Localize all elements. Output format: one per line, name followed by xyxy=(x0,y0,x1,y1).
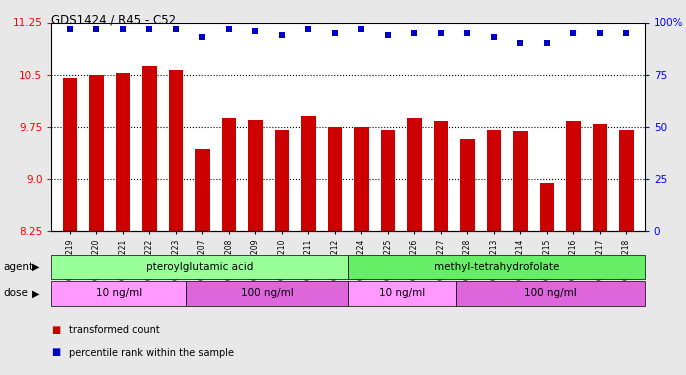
Text: 100 ng/ml: 100 ng/ml xyxy=(524,288,577,298)
Point xyxy=(541,40,552,46)
Point xyxy=(276,32,287,38)
Bar xyxy=(222,118,236,375)
Point xyxy=(462,30,473,36)
Bar xyxy=(62,78,78,375)
Bar xyxy=(566,121,580,375)
Bar xyxy=(619,130,634,375)
Point xyxy=(356,26,367,32)
Text: 10 ng/ml: 10 ng/ml xyxy=(379,288,425,298)
Text: ■: ■ xyxy=(51,325,60,335)
Point xyxy=(488,34,499,40)
Bar xyxy=(274,130,289,375)
Bar xyxy=(540,183,554,375)
Text: pteroylglutamic acid: pteroylglutamic acid xyxy=(146,262,254,272)
Text: transformed count: transformed count xyxy=(69,325,159,335)
Bar xyxy=(593,124,607,375)
Bar xyxy=(381,130,395,375)
Bar xyxy=(169,70,183,375)
Bar xyxy=(460,139,475,375)
Bar xyxy=(301,116,316,375)
Point xyxy=(515,40,526,46)
Text: 100 ng/ml: 100 ng/ml xyxy=(241,288,294,298)
Point xyxy=(91,26,102,32)
Bar xyxy=(116,73,130,375)
Point xyxy=(594,30,605,36)
Point xyxy=(329,30,340,36)
Point xyxy=(303,26,314,32)
Bar xyxy=(142,66,156,375)
Text: ▶: ▶ xyxy=(32,288,39,298)
Point xyxy=(144,26,155,32)
Point xyxy=(621,30,632,36)
Text: methyl-tetrahydrofolate: methyl-tetrahydrofolate xyxy=(434,262,559,272)
Point xyxy=(382,32,393,38)
Point xyxy=(64,26,75,32)
Text: GDS1424 / R45 - C52: GDS1424 / R45 - C52 xyxy=(51,13,176,26)
Point xyxy=(409,30,420,36)
Point xyxy=(197,34,208,40)
Text: ▶: ▶ xyxy=(32,262,39,272)
Bar xyxy=(407,118,422,375)
Point xyxy=(568,30,579,36)
Text: 10 ng/ml: 10 ng/ml xyxy=(96,288,142,298)
Text: percentile rank within the sample: percentile rank within the sample xyxy=(69,348,234,357)
Bar xyxy=(486,130,501,375)
Bar xyxy=(89,75,104,375)
Point xyxy=(224,26,235,32)
Point xyxy=(436,30,447,36)
Text: agent: agent xyxy=(3,262,34,272)
Point xyxy=(117,26,128,32)
Text: ■: ■ xyxy=(51,348,60,357)
Bar xyxy=(434,121,448,375)
Bar xyxy=(328,127,342,375)
Bar xyxy=(513,131,528,375)
Text: dose: dose xyxy=(3,288,28,298)
Point xyxy=(170,26,181,32)
Bar xyxy=(248,120,263,375)
Bar xyxy=(354,127,368,375)
Point xyxy=(250,28,261,34)
Bar xyxy=(195,150,210,375)
